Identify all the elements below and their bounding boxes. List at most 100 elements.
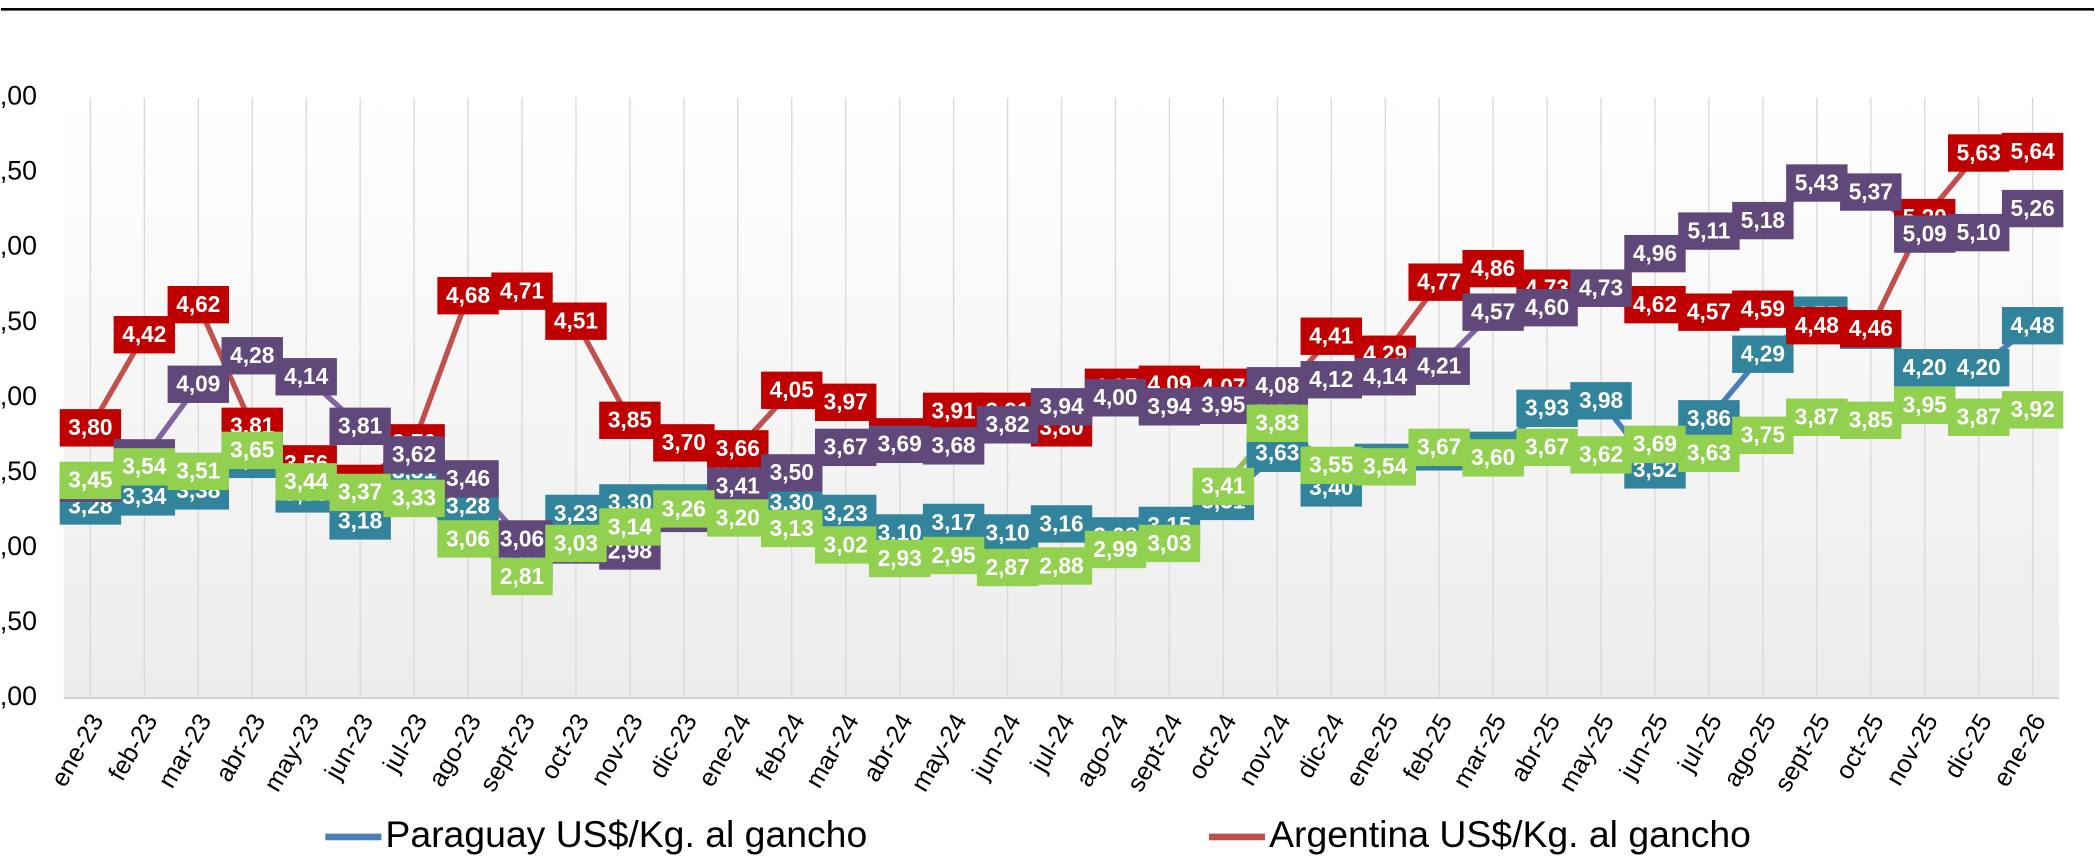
data-label-box: [437, 460, 499, 498]
data-label-box: [1840, 401, 1902, 440]
data-label: 2,95: [932, 542, 976, 568]
data-label: 4,21: [1417, 353, 1461, 379]
data-label: 2,93: [878, 545, 922, 571]
data-label: 4,57: [1471, 299, 1515, 325]
data-label: 4,68: [446, 282, 490, 308]
data-label: 3,17: [932, 509, 976, 535]
data-label-box: [1840, 173, 1902, 211]
data-label-box: [1462, 293, 1524, 331]
data-label: 3,62: [392, 441, 436, 467]
y-tick-label: 5,50: [0, 156, 37, 186]
data-label: 3,60: [1471, 444, 1515, 470]
data-label-box: [1084, 379, 1147, 417]
data-label-box: [1300, 446, 1362, 485]
x-tick-label: dic-23: [644, 709, 703, 783]
data-label-box: [1624, 425, 1686, 464]
data-label-box: [761, 454, 823, 492]
data-label-box: [868, 425, 931, 464]
data-label: 4,86: [1471, 255, 1515, 281]
data-label-box: [59, 409, 122, 447]
data-label: 5,43: [1795, 169, 1839, 195]
data-label-box: [1462, 249, 1524, 288]
data-label: 3,67: [1525, 434, 1569, 460]
x-tick-label: jul-23: [377, 709, 433, 778]
data-label-box: [1570, 436, 1632, 474]
x-tick-label: jul-25: [1672, 709, 1728, 778]
data-label-box: [1516, 428, 1578, 467]
data-label: 3,95: [1201, 392, 1245, 418]
x-tick-label: oct-25: [1830, 709, 1889, 784]
data-label-box: [1138, 524, 1201, 563]
x-tick-label: oct-23: [535, 709, 594, 784]
data-label-box: [1678, 293, 1740, 331]
data-label: 3,68: [932, 432, 976, 458]
data-label-box: [1570, 382, 1632, 420]
data-label: 3,87: [1795, 404, 1839, 430]
data-label-box: [922, 536, 985, 575]
data-label: 3,46: [446, 465, 490, 491]
data-label: 4,28: [230, 342, 274, 368]
data-label-box: [922, 427, 985, 465]
y-tick-label: 5,00: [0, 231, 37, 261]
data-label-box: [1947, 398, 2010, 437]
data-label-box: [1192, 386, 1255, 424]
data-label-box: [1300, 317, 1362, 355]
data-label-box: [1732, 335, 1794, 373]
data-label-box: [113, 316, 176, 354]
data-label: 3,41: [1201, 473, 1245, 499]
data-label: 4,29: [1741, 341, 1785, 367]
x-tick-label: mar-24: [800, 709, 864, 793]
data-label-box: [815, 428, 877, 467]
data-label-box: [1570, 269, 1632, 307]
legend-label: Argentina US$/Kg. al gancho: [1269, 813, 1751, 855]
data-label: 3,62: [1579, 441, 1623, 467]
data-label: 5,37: [1849, 178, 1893, 204]
data-label-box: [2001, 132, 2064, 171]
data-label: 4,14: [1363, 363, 1408, 389]
data-label: 3,50: [770, 459, 814, 485]
data-label: 4,42: [122, 321, 166, 347]
data-label-box: [1408, 428, 1470, 467]
y-tick-label: 3,00: [0, 531, 37, 561]
data-label: 3,93: [1525, 395, 1569, 421]
data-label-box: [1732, 290, 1794, 328]
data-label: 4,48: [2011, 312, 2055, 338]
data-label-box: [1138, 388, 1201, 426]
data-label-box: [491, 557, 553, 596]
data-label: 5,26: [2011, 195, 2055, 221]
data-label: 3,81: [338, 413, 382, 439]
data-label-box: [167, 285, 229, 324]
data-label-box: [1786, 164, 1848, 202]
data-label: 4,20: [1903, 354, 1947, 380]
data-label: 4,51: [554, 308, 598, 334]
data-label-box: [437, 520, 499, 558]
data-label: 3,70: [662, 429, 706, 455]
data-label-box: [868, 539, 931, 578]
x-tick-label: jun-24: [967, 709, 1027, 785]
data-label-box: [976, 514, 1039, 552]
data-label: 3,67: [824, 434, 868, 460]
data-label: 3,67: [1417, 434, 1461, 460]
data-label: 3,82: [985, 411, 1029, 437]
data-label-box: [221, 337, 283, 375]
x-tick-label: dic-25: [1939, 709, 1998, 783]
data-label-box: [761, 509, 823, 548]
data-label: 4,71: [500, 278, 544, 304]
data-label: 3,75: [1741, 422, 1785, 448]
data-label-box: [167, 365, 229, 403]
data-label-box: [383, 479, 445, 518]
data-label: 3,14: [608, 513, 653, 539]
x-tick-label: nov-23: [586, 709, 649, 790]
y-tick-label: 3,50: [0, 456, 37, 486]
data-label: 3,55: [1309, 452, 1353, 478]
data-label: 4,60: [1525, 294, 1569, 320]
data-label-box: [976, 548, 1039, 587]
data-label-box: [922, 392, 985, 430]
data-label: 5,09: [1903, 220, 1947, 246]
data-label-box: [1947, 134, 2010, 172]
data-label-box: [1030, 388, 1093, 426]
data-label: 3,06: [446, 525, 490, 551]
data-label: 4,08: [1255, 372, 1299, 398]
x-tick-label: ene-24: [693, 709, 757, 791]
data-label: 3,91: [932, 398, 976, 424]
